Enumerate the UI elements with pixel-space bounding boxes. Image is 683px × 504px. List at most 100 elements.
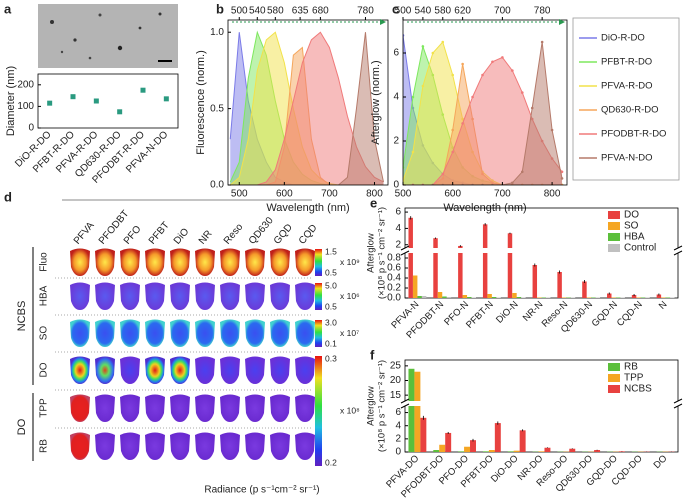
bar (467, 297, 472, 298)
sample-image (245, 282, 265, 310)
y-tick-label: 0.0 (387, 293, 401, 304)
sample-image (245, 319, 265, 347)
column-label: PFBT (147, 220, 172, 247)
y-axis-label: Afterglow (366, 386, 377, 426)
marker (501, 56, 504, 59)
bar (537, 297, 542, 298)
plot-frame (227, 19, 389, 186)
y-axis-label: Diameter (nm) (5, 66, 17, 136)
x-tick-label: 500 (395, 189, 412, 200)
bar (538, 451, 545, 452)
sample-image (120, 394, 140, 422)
y-axis-label: (×10⁸ p s⁻¹ cm⁻² sr⁻¹) (377, 207, 388, 299)
top-tick-label: 780 (357, 6, 374, 17)
marker (421, 45, 425, 48)
dot (117, 109, 123, 115)
bar (494, 423, 501, 452)
axis-break (402, 248, 681, 253)
sample-image (170, 282, 190, 310)
sample-image (245, 356, 265, 384)
y-tick-label: 0 (393, 180, 399, 191)
sample-image (95, 282, 115, 310)
sample-image (95, 356, 115, 384)
legend-label: PFBT-R-DO (601, 57, 652, 68)
top-tick-label: 620 (454, 6, 471, 17)
legend-label: DO (624, 210, 639, 221)
marker (461, 122, 464, 125)
bar (462, 295, 468, 298)
plot-frame (402, 19, 568, 186)
y-tick-label: 100 (17, 101, 34, 112)
sample-image (295, 319, 315, 347)
top-tick-label: 580 (434, 6, 451, 17)
bar (586, 297, 592, 298)
colorbar (315, 356, 322, 466)
dot (163, 96, 169, 102)
bar (412, 275, 418, 298)
legend-label: PFVA-N-DO (601, 153, 653, 164)
area-fill (230, 32, 384, 185)
row-label: TPP (39, 398, 50, 418)
top-tick-label: 500 (231, 6, 248, 17)
legend-swatch (608, 363, 620, 371)
bar (458, 245, 463, 298)
break-mark (400, 245, 410, 251)
row-label: HBA (39, 285, 50, 306)
y-tick-label: 6 (395, 407, 401, 418)
legend-frame (572, 17, 680, 181)
marker (560, 170, 564, 174)
legend-label: QD630-R-DO (601, 105, 659, 116)
sample-image (270, 282, 290, 310)
colorbar (315, 249, 322, 276)
sample-image (95, 319, 115, 347)
break-mark (400, 403, 410, 409)
bar (631, 295, 637, 298)
bar (482, 451, 489, 452)
dot (140, 87, 146, 93)
bar (433, 238, 438, 298)
break-mark (673, 250, 683, 256)
sample-image (195, 282, 215, 310)
row-label: Fluo (39, 252, 50, 272)
bar (645, 297, 650, 298)
y-tick-label: 25 (390, 360, 402, 371)
dot (70, 94, 76, 100)
sample-image (245, 248, 265, 276)
bar (420, 417, 427, 452)
marker (560, 177, 564, 180)
y-tick-label: 2 (395, 433, 401, 444)
bar (408, 368, 415, 452)
sample-image (145, 394, 165, 422)
marker (451, 73, 454, 77)
colorbar-min: 0.2 (325, 457, 337, 467)
bar (470, 440, 476, 452)
legend-label: HBA (624, 232, 645, 243)
bar (519, 430, 526, 452)
sample-image (145, 282, 165, 310)
legend-label: SO (624, 221, 639, 232)
y-tick-label: 4 (395, 420, 401, 431)
plot-frame (37, 73, 179, 129)
sample-image (220, 319, 240, 347)
marker (481, 73, 484, 77)
colorbar (315, 320, 322, 347)
legend-label: TPP (624, 373, 644, 384)
legend-label: PFODBT-R-DO (601, 129, 666, 140)
axis-break (402, 401, 681, 406)
top-tick-label: 580 (267, 6, 284, 17)
bar (471, 297, 476, 298)
column-label: Reso (222, 221, 246, 246)
bar (607, 293, 612, 298)
sample-image (120, 356, 140, 384)
marker (511, 181, 514, 185)
panel-label: a (4, 1, 12, 16)
x-tick-label: 800 (366, 189, 383, 200)
bar (656, 294, 662, 298)
marker (411, 95, 415, 99)
sample-image (295, 282, 315, 310)
colorbar-max: 0.3 (325, 353, 337, 363)
sample-image (95, 432, 115, 460)
marker (550, 128, 554, 132)
sample-image (95, 394, 115, 422)
series-group (229, 30, 384, 185)
